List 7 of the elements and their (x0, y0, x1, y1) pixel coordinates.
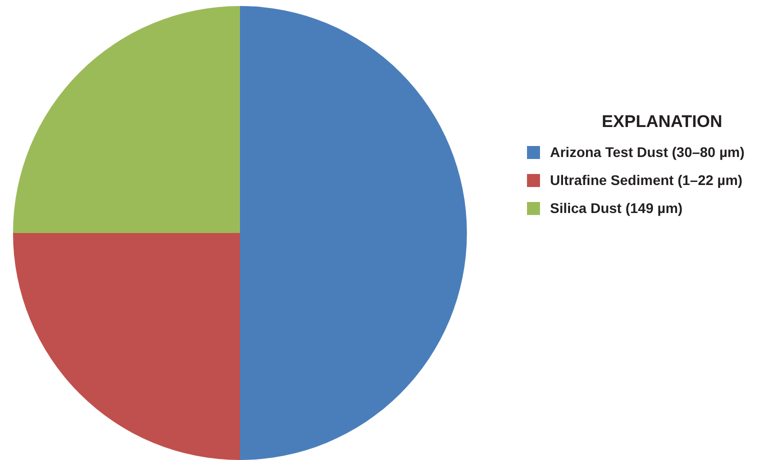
pie-slice (240, 6, 467, 460)
legend-label: Arizona Test Dust (30–80 µm) (550, 144, 745, 160)
legend-label: Ultrafine Sediment (1–22 µm) (550, 172, 742, 188)
pie-slice (13, 6, 240, 233)
legend-label: Silica Dust (149 µm) (550, 200, 683, 216)
legend-title: EXPLANATION (600, 112, 724, 132)
pie-slice (13, 233, 240, 460)
